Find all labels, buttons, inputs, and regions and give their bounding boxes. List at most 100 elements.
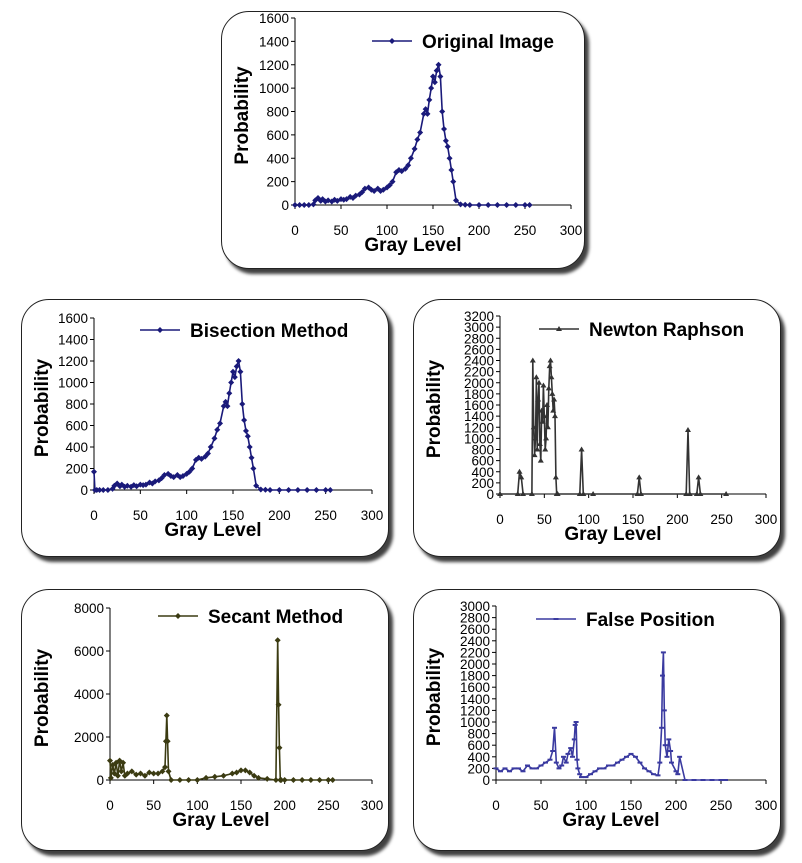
data-point [437,73,444,80]
data-point [684,427,691,433]
data-point [426,96,433,103]
data-point [407,155,414,162]
data-point [405,162,412,169]
data-point [723,779,728,781]
data-point [536,379,543,385]
chart-newton: 0200400600800100012001400160018002000220… [424,309,777,545]
y-tick-label: 200 [471,476,494,491]
data-point [466,202,473,208]
data-point [322,487,329,493]
data-point [116,757,123,764]
data-point [164,738,171,745]
data-point [610,764,616,767]
data-point [262,486,269,493]
y-tick-label: 1200 [460,703,490,718]
series-line [93,360,331,491]
data-point [450,178,457,185]
data-point [124,770,131,777]
data-point [545,385,552,391]
y-tick-label: 2600 [464,342,494,357]
data-point [476,202,482,208]
data-point [104,487,111,493]
data-point [226,390,233,397]
data-point [542,446,549,452]
data-point [220,403,227,410]
y-tick-label: 600 [65,419,88,434]
y-tick-label: 1200 [464,420,494,435]
data-point [114,772,121,779]
data-point [624,755,629,758]
data-point [253,482,260,489]
data-point [547,357,554,363]
data-point [118,768,125,775]
data-point [255,774,262,781]
data-point [237,368,244,375]
data-point [682,779,688,781]
data-point [664,755,670,758]
data-point [441,126,448,133]
data-point [597,767,602,770]
data-point [204,450,211,457]
x-tick-label: 50 [533,798,548,813]
x-tick-label: 200 [468,223,491,238]
legend-marker [553,618,559,620]
data-point [228,379,235,386]
data-point [207,444,214,450]
data-point [165,768,172,775]
data-point [559,764,565,767]
chart-original: 0 200 400 600 800 1000 1200 1400 1600 0 50 100 150 20… [232,12,583,256]
x-tick-label: 0 [90,508,98,523]
data-point [305,202,312,208]
y-tick-label: 0 [80,483,88,498]
data-point [669,761,674,764]
y-tick-label: 1600 [58,311,88,326]
data-point [319,196,326,203]
data-point [301,202,308,208]
y-tick-label: 200 [467,761,490,776]
x-tick-label: 250 [317,798,340,813]
data-point [100,487,107,493]
data-point [281,777,288,783]
data-point [233,769,240,776]
data-point [563,761,569,764]
data-point [675,773,681,776]
data-point [628,752,634,755]
data-point [530,424,537,430]
data-point [677,755,683,758]
data-point [503,202,510,208]
data-point [107,757,113,764]
data-point [686,491,693,496]
data-point [606,764,611,767]
data-point [299,777,306,783]
legend-label: Newton Raphson [589,320,744,341]
data-point [349,194,356,201]
x-tick-label: 200 [268,508,291,523]
data-point [448,166,455,173]
data-point [695,474,702,480]
x-axis-label: Gray Level [562,810,659,831]
data-point [660,674,665,677]
data-point [601,767,607,770]
data-point [246,769,253,776]
data-point [525,764,530,767]
data-point [561,755,566,758]
data-point [214,426,221,433]
data-point [541,413,548,419]
data-point [146,479,153,486]
x-tick-label: 150 [222,508,245,523]
series-line [295,63,530,206]
y-tick-label: 400 [467,750,490,765]
x-axis-label: Gray Level [564,524,661,545]
data-point [662,744,668,747]
y-tick-label: 800 [65,397,88,412]
y-tick-label: 2800 [460,611,490,626]
data-point [393,169,400,176]
data-point [428,85,435,92]
y-tick-label: 2400 [460,634,490,649]
data-point [109,485,116,492]
data-point [543,435,550,441]
data-point [149,480,156,487]
data-point [116,483,123,490]
data-point [327,487,334,493]
x-tick-label: 300 [560,223,583,238]
